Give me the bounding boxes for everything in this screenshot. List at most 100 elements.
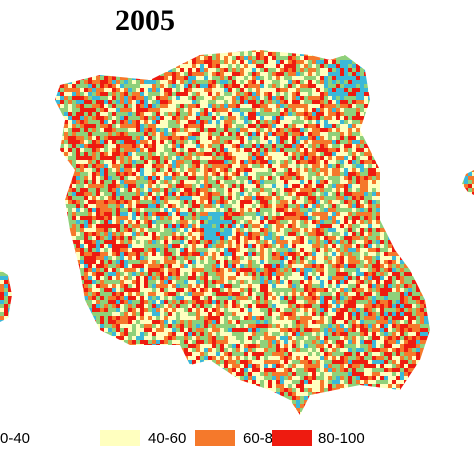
raster-cell xyxy=(408,184,412,188)
raster-cell xyxy=(248,112,252,116)
raster-cell xyxy=(372,236,376,240)
raster-cell xyxy=(420,180,424,184)
raster-cell xyxy=(96,212,100,216)
raster-cell xyxy=(220,120,224,124)
raster-cell xyxy=(240,156,244,160)
raster-cell xyxy=(196,140,200,144)
raster-cell xyxy=(128,60,132,64)
raster-cell xyxy=(160,50,164,52)
raster-cell xyxy=(76,156,80,160)
raster-cell xyxy=(164,164,168,168)
raster-cell xyxy=(84,256,88,260)
raster-cell xyxy=(300,108,304,112)
raster-cell xyxy=(148,128,152,132)
raster-cell xyxy=(160,208,164,212)
raster-cell xyxy=(264,124,268,128)
raster-cell xyxy=(300,248,304,252)
raster-cell xyxy=(56,252,60,256)
raster-cell xyxy=(152,112,156,116)
raster-cell xyxy=(300,80,304,84)
raster-cell xyxy=(420,100,424,104)
raster-cell xyxy=(272,124,276,128)
raster-cell xyxy=(92,108,96,112)
raster-cell xyxy=(140,132,144,136)
raster-cell xyxy=(360,64,364,68)
raster-cell xyxy=(156,100,160,104)
raster-cell xyxy=(416,84,420,88)
raster-cell xyxy=(172,64,176,68)
raster-cell xyxy=(136,52,140,56)
raster-cell xyxy=(280,188,284,192)
raster-cell xyxy=(56,204,60,208)
raster-cell xyxy=(320,108,324,112)
raster-cell xyxy=(316,96,320,100)
raster-cell xyxy=(224,104,228,108)
raster-cell xyxy=(180,228,184,232)
raster-cell xyxy=(292,180,296,184)
raster-cell xyxy=(188,224,192,228)
raster-cell xyxy=(160,204,164,208)
raster-cell xyxy=(148,200,152,204)
raster-cell xyxy=(308,68,312,72)
raster-cell xyxy=(280,136,284,140)
raster-cell xyxy=(292,76,296,80)
raster-cell xyxy=(376,56,380,60)
raster-cell xyxy=(404,196,408,200)
raster-cell xyxy=(240,72,244,76)
raster-cell xyxy=(84,124,88,128)
raster-cell xyxy=(404,244,408,248)
raster-cell xyxy=(408,228,412,232)
raster-cell xyxy=(328,240,332,244)
raster-cell xyxy=(224,144,228,148)
raster-cell xyxy=(232,172,236,176)
raster-cell xyxy=(168,188,172,192)
raster-cell xyxy=(92,232,96,236)
raster-cell xyxy=(240,96,244,100)
raster-cell xyxy=(320,124,324,128)
raster-cell xyxy=(292,164,296,168)
raster-cell xyxy=(392,92,396,96)
raster-cell xyxy=(160,164,164,168)
raster-cell xyxy=(328,124,332,128)
raster-cell xyxy=(240,152,244,156)
raster-cell xyxy=(104,188,108,192)
raster-cell xyxy=(400,50,404,52)
raster-cell xyxy=(152,120,156,124)
raster-cell xyxy=(276,50,280,52)
raster-cell xyxy=(72,132,76,136)
raster-cell xyxy=(312,232,316,236)
raster-cell xyxy=(372,188,376,192)
raster-cell xyxy=(312,84,316,88)
raster-cell xyxy=(196,96,200,100)
raster-cell xyxy=(156,116,160,120)
raster-cell xyxy=(104,120,108,124)
raster-cell xyxy=(300,68,304,72)
raster-cell xyxy=(120,88,124,92)
raster-cell xyxy=(408,144,412,148)
raster-cell xyxy=(296,220,300,224)
raster-cell xyxy=(428,124,430,128)
raster-cell xyxy=(140,148,144,152)
raster-cell xyxy=(316,212,320,216)
raster-cell xyxy=(160,176,164,180)
raster-cell xyxy=(148,116,152,120)
raster-cell xyxy=(300,168,304,172)
raster-cell xyxy=(396,50,400,52)
raster-cell xyxy=(248,168,252,172)
raster-cell xyxy=(68,100,72,104)
raster-cell xyxy=(100,232,104,236)
raster-cell xyxy=(352,164,356,168)
raster-cell xyxy=(296,52,300,56)
raster-cell xyxy=(380,164,384,168)
raster-cell xyxy=(348,80,352,84)
raster-cell xyxy=(236,172,240,176)
raster-cell xyxy=(76,132,80,136)
raster-cell xyxy=(288,50,292,52)
raster-cell xyxy=(188,128,192,132)
raster-cell xyxy=(276,240,280,244)
raster-cell xyxy=(168,72,172,76)
raster-cell xyxy=(220,248,224,252)
raster-cell xyxy=(320,196,324,200)
raster-cell xyxy=(76,228,80,232)
raster-cell xyxy=(168,104,172,108)
